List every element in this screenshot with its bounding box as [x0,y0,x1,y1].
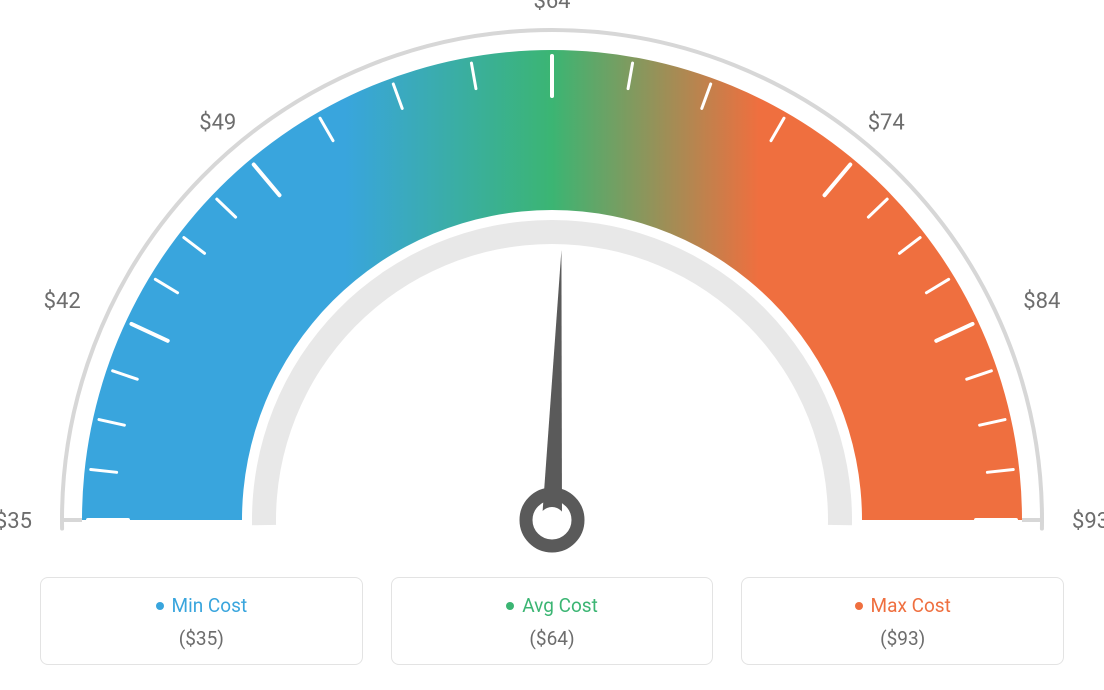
legend-card-min: Min Cost ($35) [40,577,363,665]
legend-title-min: Min Cost [156,594,248,617]
legend-card-avg: Avg Cost ($64) [391,577,714,665]
gauge-chart-container: $35 $42 $49 $64 $74 $84 $93 Min Cost ($35) Avg… [0,0,1104,690]
legend-card-max: Max Cost ($93) [741,577,1064,665]
legend-title-avg: Avg Cost [506,594,598,617]
gauge-svg: $35 $42 $49 $64 $74 $84 $93 [0,0,1104,560]
svg-text:$74: $74 [868,111,905,136]
legend-value-avg: ($64) [402,627,703,650]
legend-title-max: Max Cost [855,594,951,617]
svg-text:$93: $93 [1072,509,1104,534]
legend-title-avg-text: Avg Cost [522,594,598,617]
legend-value-max: ($93) [752,627,1053,650]
svg-text:$42: $42 [44,289,81,314]
legend-title-min-text: Min Cost [172,594,248,617]
svg-text:$64: $64 [533,0,570,14]
legend-value-min: ($35) [51,627,352,650]
legend-row: Min Cost ($35) Avg Cost ($64) Max Cost (… [40,577,1064,665]
legend-title-max-text: Max Cost [871,594,951,617]
svg-text:$35: $35 [0,509,32,534]
svg-text:$84: $84 [1023,289,1060,314]
gauge-area: $35 $42 $49 $64 $74 $84 $93 [0,0,1104,560]
svg-text:$49: $49 [199,111,236,136]
